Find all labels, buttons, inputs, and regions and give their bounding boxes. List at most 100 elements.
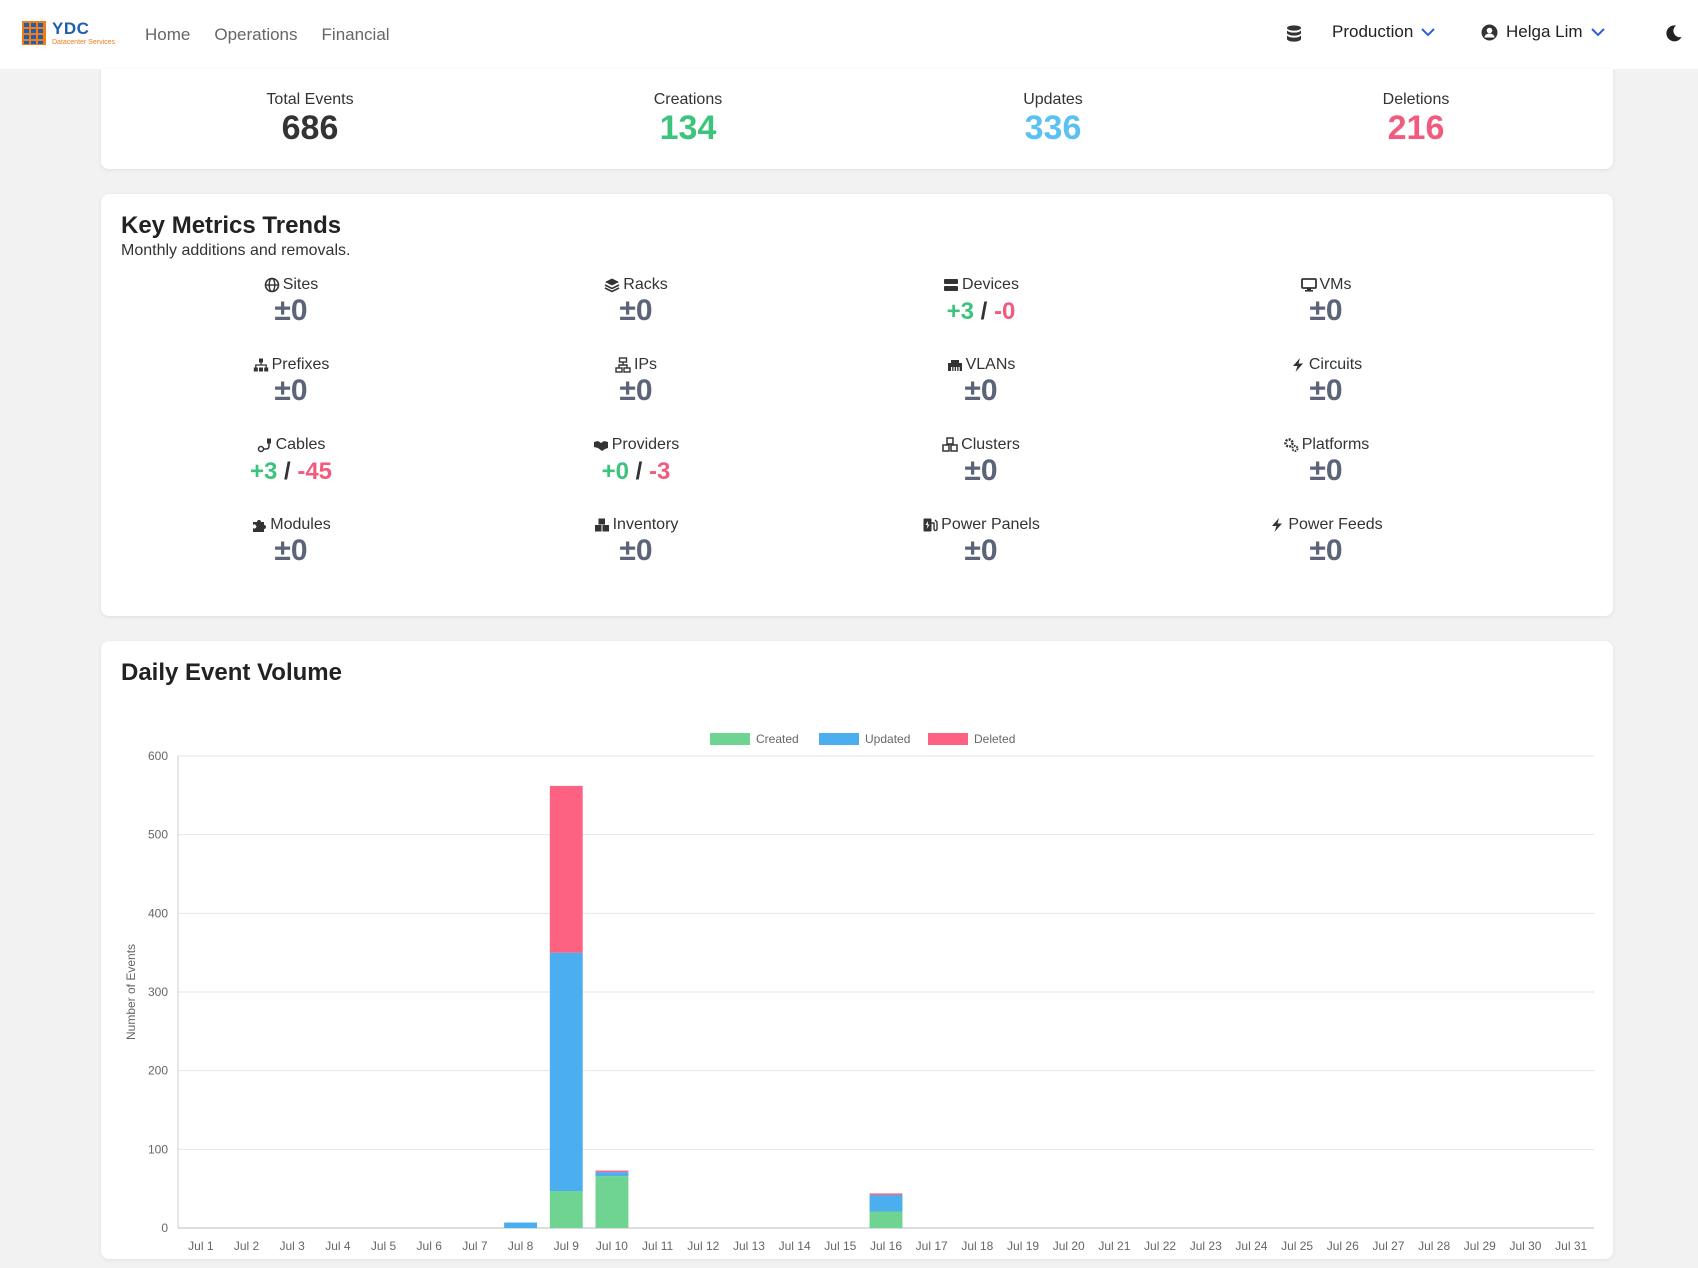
metric-value: ±0 [1309, 294, 1343, 327]
metric-label: Clusters [861, 436, 1101, 454]
metric-devices: Devices +3 / -0 [861, 276, 1101, 327]
y-tick-label: 100 [148, 1142, 168, 1156]
bar-deleted-jul-10 [595, 1170, 629, 1173]
x-tick-label: Jul 23 [1190, 1239, 1222, 1253]
metric-label-text: VLANs [965, 356, 1016, 373]
stat-label: Deletions [1382, 91, 1450, 108]
metric-label: IPs [516, 356, 756, 374]
layers-icon [604, 278, 620, 293]
brand-logo[interactable]: YDC Datacenter Services [20, 16, 116, 50]
x-tick-label: Jul 20 [1053, 1239, 1085, 1253]
x-tick-label: Jul 15 [824, 1239, 856, 1253]
nav-home-link[interactable]: Home [145, 24, 191, 44]
bar-deleted-jul-9 [549, 785, 583, 953]
x-tick-label: Jul 6 [417, 1239, 443, 1253]
metric-providers: Providers +0 / -3 [516, 436, 756, 487]
stat-updates: Updates 336 [953, 91, 1153, 147]
legend-label-created: Created [756, 732, 799, 746]
environment-dropdown[interactable]: Production [1332, 22, 1435, 42]
metric-value: ±0 [1309, 534, 1343, 567]
metric-value: ±0 [619, 374, 653, 407]
metric-value: ±0 [619, 294, 653, 327]
metric-removals: -3 [649, 458, 671, 485]
x-tick-label: Jul 17 [916, 1239, 948, 1253]
nav-financial-link[interactable]: Financial [321, 24, 390, 44]
y-tick-label: 600 [148, 749, 168, 763]
metric-label-text: Modules [270, 516, 331, 533]
metric-value: ±0 [964, 534, 998, 567]
metric-vlans: VLANs ±0 [861, 356, 1101, 409]
metric-label-text: Inventory [612, 516, 679, 533]
metric-power-feeds: Power Feeds ±0 [1206, 516, 1446, 569]
metric-value: ±0 [964, 454, 998, 487]
metric-label: Racks [516, 276, 756, 294]
x-tick-label: Jul 22 [1144, 1239, 1176, 1253]
metric-value: ±0 [1309, 454, 1343, 487]
stat-total-events: Total Events 686 [210, 91, 410, 147]
metric-change: +3 / -45 [171, 456, 411, 487]
x-tick-label: Jul 12 [687, 1239, 719, 1253]
gears-icon [1284, 438, 1299, 452]
database-icon[interactable] [1286, 25, 1302, 43]
metric-value: ±0 [274, 374, 308, 407]
cubes-icon [942, 437, 958, 452]
bar-updated-jul-16 [869, 1194, 903, 1212]
x-tick-label: Jul 3 [280, 1239, 306, 1253]
stat-deletions: Deletions 216 [1316, 91, 1516, 147]
handshake-icon [593, 441, 608, 451]
bar-created-jul-16 [869, 1211, 903, 1228]
metric-label-text: Providers [611, 436, 680, 453]
daily-event-volume-card: Daily Event Volume 0 100 200 300 400 500 600 Nu… [101, 641, 1613, 1259]
legend-swatch-deleted [928, 733, 968, 745]
metric-label-text: Prefixes [271, 356, 330, 373]
metric-separator: / [974, 298, 995, 325]
x-tick-label: Jul 9 [554, 1239, 580, 1253]
x-tick-label: Jul 11 [642, 1239, 673, 1253]
stat-value: 216 [1387, 109, 1445, 147]
user-menu-dropdown[interactable]: Helga Lim [1481, 22, 1605, 42]
network-icon [615, 357, 631, 373]
metric-prefixes: Prefixes ±0 [171, 356, 411, 409]
y-tick-label: 0 [161, 1221, 168, 1235]
metric-racks: Racks ±0 [516, 276, 756, 329]
metric-additions: +0 [601, 458, 629, 485]
bar-created-jul-9 [549, 1191, 583, 1228]
stat-value: 134 [659, 109, 717, 147]
metric-additions: +3 [249, 458, 278, 485]
metric-label: Providers [516, 436, 756, 454]
x-tick-label: Jul 14 [779, 1239, 811, 1253]
charging-station-icon [923, 518, 938, 532]
metric-ips: IPs ±0 [516, 356, 756, 409]
bar-created-jul-10 [595, 1176, 629, 1228]
metric-cables: Cables +3 / -45 [171, 436, 411, 487]
brand-name: YDC [52, 19, 90, 38]
metric-circuits: Circuits ±0 [1206, 356, 1446, 409]
metric-label: Prefixes [171, 356, 411, 374]
x-tick-label: Jul 28 [1418, 1239, 1450, 1253]
metric-label-text: Devices [962, 276, 1019, 293]
x-tick-label: Jul 7 [462, 1239, 488, 1253]
metric-separator: / [629, 458, 650, 485]
logo-mark-icon [22, 21, 46, 45]
metric-modules: Modules ±0 [171, 516, 411, 569]
cable-icon [257, 438, 271, 453]
daily-event-chart: 0 100 200 300 400 500 600 Number of Events Jul 1… [124, 732, 1594, 1253]
metric-power-panels: Power Panels ±0 [861, 516, 1101, 569]
x-tick-label: Jul 5 [371, 1239, 397, 1253]
metric-label-text: Cables [275, 436, 326, 453]
metric-label: Circuits [1206, 356, 1446, 374]
metrics-title: Key Metrics Trends [121, 212, 342, 239]
nav-operations-link[interactable]: Operations [214, 24, 298, 44]
x-tick-label: Jul 19 [1007, 1239, 1039, 1253]
y-tick-label: 300 [148, 985, 168, 999]
metric-value: ±0 [274, 534, 308, 567]
y-tick-label: 500 [148, 828, 168, 842]
power-bolt-icon [1272, 518, 1283, 532]
dark-mode-moon-icon[interactable] [1665, 24, 1683, 42]
legend-label-updated: Updated [865, 732, 910, 746]
chevron-down-icon [1421, 28, 1435, 37]
stat-label: Total Events [266, 91, 354, 108]
x-tick-label: Jul 8 [508, 1239, 534, 1253]
stat-label: Updates [1023, 91, 1083, 108]
bar-updated-jul-8 [504, 1222, 538, 1228]
